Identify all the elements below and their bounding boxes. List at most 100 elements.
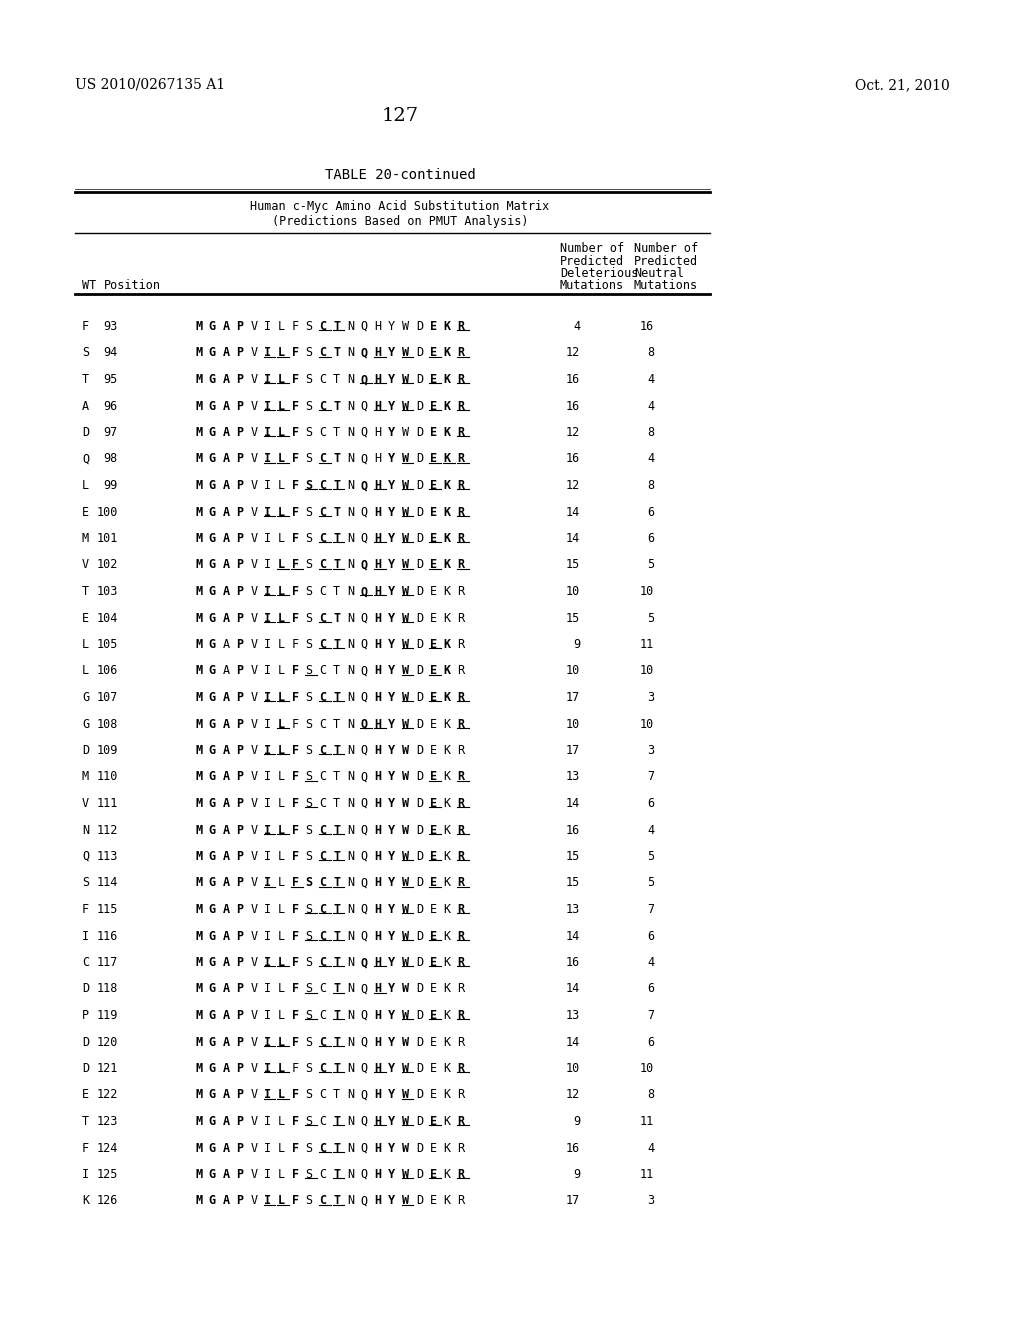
Text: M: M (82, 771, 89, 784)
Text: Q: Q (360, 903, 368, 916)
Text: N: N (347, 718, 354, 730)
Text: F: F (292, 1089, 299, 1101)
Text: N: N (347, 797, 354, 810)
Text: K: K (443, 690, 451, 704)
Text: N: N (347, 771, 354, 784)
Text: T: T (333, 532, 340, 545)
Text: V: V (250, 1008, 257, 1022)
Text: C: C (319, 426, 327, 440)
Text: R: R (457, 453, 464, 466)
Text: P: P (237, 797, 244, 810)
Text: H: H (375, 506, 382, 519)
Text: P: P (237, 929, 244, 942)
Text: Y: Y (388, 876, 395, 890)
Text: P: P (237, 400, 244, 412)
Text: W: W (402, 374, 410, 385)
Text: K: K (443, 824, 451, 837)
Text: A: A (222, 319, 229, 333)
Text: T: T (333, 956, 340, 969)
Text: N: N (347, 982, 354, 995)
Text: T: T (333, 1089, 340, 1101)
Text: N: N (347, 479, 354, 492)
Text: Q: Q (360, 1115, 368, 1129)
Text: W: W (402, 744, 410, 756)
Text: V: V (250, 532, 257, 545)
Text: H: H (375, 1168, 382, 1181)
Text: F: F (292, 744, 299, 756)
Text: R: R (457, 1115, 464, 1129)
Text: 126: 126 (96, 1195, 118, 1208)
Text: Y: Y (388, 664, 395, 677)
Text: T: T (333, 1008, 340, 1022)
Text: R: R (457, 876, 464, 890)
Text: Y: Y (388, 1168, 395, 1181)
Text: G: G (209, 1168, 216, 1181)
Text: K: K (443, 506, 451, 519)
Text: W: W (402, 903, 410, 916)
Text: G: G (82, 718, 89, 730)
Text: 6: 6 (647, 929, 654, 942)
Text: Q: Q (360, 585, 368, 598)
Text: K: K (82, 1195, 89, 1208)
Text: P: P (237, 479, 244, 492)
Text: T: T (333, 664, 340, 677)
Text: L: L (278, 1142, 285, 1155)
Text: G: G (209, 903, 216, 916)
Text: S: S (305, 506, 312, 519)
Text: K: K (443, 771, 451, 784)
Text: D: D (416, 982, 423, 995)
Text: Q: Q (360, 426, 368, 440)
Text: 16: 16 (565, 374, 580, 385)
Text: D: D (416, 1195, 423, 1208)
Text: V: V (250, 903, 257, 916)
Text: Y: Y (388, 850, 395, 863)
Text: P: P (237, 824, 244, 837)
Text: I: I (264, 585, 271, 598)
Text: A: A (222, 664, 229, 677)
Text: 17: 17 (565, 744, 580, 756)
Text: G: G (209, 611, 216, 624)
Text: K: K (443, 346, 451, 359)
Text: R: R (457, 611, 464, 624)
Text: R: R (457, 532, 464, 545)
Text: K: K (443, 1195, 451, 1208)
Text: W: W (402, 690, 410, 704)
Text: K: K (443, 718, 451, 730)
Text: P: P (237, 690, 244, 704)
Text: V: V (250, 690, 257, 704)
Text: P: P (237, 850, 244, 863)
Text: H: H (375, 1063, 382, 1074)
Text: H: H (375, 903, 382, 916)
Text: 13: 13 (565, 903, 580, 916)
Text: 13: 13 (565, 1008, 580, 1022)
Text: P: P (237, 1089, 244, 1101)
Text: K: K (443, 585, 451, 598)
Text: Q: Q (360, 876, 368, 890)
Text: Predicted: Predicted (634, 255, 698, 268)
Text: G: G (209, 718, 216, 730)
Text: 12: 12 (565, 426, 580, 440)
Text: Number of: Number of (634, 242, 698, 255)
Text: W: W (402, 824, 410, 837)
Text: T: T (333, 374, 340, 385)
Text: M: M (195, 1035, 202, 1048)
Text: E: E (430, 558, 436, 572)
Text: A: A (222, 876, 229, 890)
Text: 98: 98 (103, 453, 118, 466)
Text: K: K (443, 400, 451, 412)
Text: S: S (305, 1195, 312, 1208)
Text: C: C (319, 346, 327, 359)
Text: 16: 16 (565, 824, 580, 837)
Text: L: L (278, 506, 285, 519)
Text: 10: 10 (565, 585, 580, 598)
Text: P: P (237, 956, 244, 969)
Text: T: T (82, 374, 89, 385)
Text: T: T (333, 771, 340, 784)
Text: P: P (237, 319, 244, 333)
Text: S: S (305, 744, 312, 756)
Text: G: G (209, 479, 216, 492)
Text: L: L (278, 956, 285, 969)
Text: K: K (443, 850, 451, 863)
Text: Q: Q (360, 690, 368, 704)
Text: G: G (209, 1035, 216, 1048)
